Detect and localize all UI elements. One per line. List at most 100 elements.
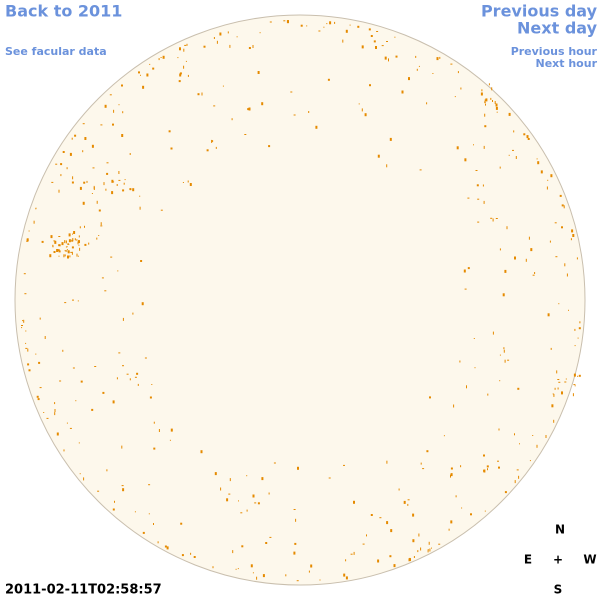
speck bbox=[450, 63, 453, 65]
speck bbox=[139, 195, 141, 197]
speck bbox=[78, 244, 80, 246]
speck bbox=[326, 23, 328, 25]
next-day-link[interactable]: Next day bbox=[517, 19, 598, 38]
speck bbox=[28, 369, 31, 372]
speck bbox=[557, 387, 559, 390]
speck bbox=[323, 26, 325, 28]
speck bbox=[100, 124, 103, 126]
speck bbox=[23, 319, 25, 323]
speck bbox=[540, 170, 543, 174]
speck bbox=[310, 564, 313, 568]
speck bbox=[518, 475, 520, 479]
speck bbox=[67, 255, 69, 259]
speck bbox=[369, 84, 371, 87]
speck bbox=[79, 226, 81, 229]
speck bbox=[554, 222, 557, 224]
speck bbox=[54, 412, 56, 416]
speck bbox=[454, 96, 456, 98]
speck bbox=[484, 101, 486, 104]
speck bbox=[83, 477, 85, 481]
speck bbox=[386, 164, 388, 168]
speck bbox=[261, 477, 264, 481]
speck bbox=[353, 500, 355, 504]
speck bbox=[483, 469, 485, 472]
speck bbox=[187, 180, 189, 183]
speck bbox=[516, 469, 519, 471]
speck bbox=[62, 151, 65, 153]
speck bbox=[76, 253, 78, 257]
speck bbox=[412, 513, 415, 517]
facular-link[interactable]: See facular data bbox=[5, 45, 107, 58]
speck bbox=[160, 209, 163, 211]
speck bbox=[429, 396, 431, 399]
speck bbox=[121, 445, 123, 449]
speck bbox=[148, 484, 151, 486]
speck bbox=[71, 181, 74, 184]
speck bbox=[370, 35, 373, 37]
speck bbox=[416, 68, 418, 71]
speck bbox=[102, 391, 105, 394]
speck bbox=[122, 365, 124, 367]
speck bbox=[94, 366, 97, 367]
speck bbox=[536, 444, 538, 448]
next-hour-link[interactable]: Next hour bbox=[536, 57, 598, 70]
speck bbox=[72, 176, 74, 180]
speck bbox=[460, 87, 462, 90]
speck bbox=[146, 73, 149, 77]
speck bbox=[84, 225, 85, 228]
speck bbox=[69, 255, 71, 258]
speck bbox=[77, 300, 79, 302]
speck bbox=[262, 574, 265, 578]
speck bbox=[450, 520, 453, 524]
previous-day-link[interactable]: Previous day bbox=[481, 2, 598, 21]
speck bbox=[519, 443, 520, 445]
speck bbox=[212, 566, 214, 569]
speck bbox=[244, 134, 247, 135]
previous-hour-link[interactable]: Previous hour bbox=[511, 45, 598, 58]
speck bbox=[72, 238, 74, 241]
speck bbox=[158, 58, 160, 61]
speck bbox=[132, 312, 134, 315]
speck bbox=[345, 29, 348, 33]
speck bbox=[35, 208, 37, 210]
speck bbox=[550, 174, 553, 178]
speck bbox=[106, 172, 109, 175]
speck bbox=[487, 393, 489, 396]
speck bbox=[43, 412, 45, 413]
speck bbox=[63, 254, 65, 258]
speck bbox=[226, 498, 229, 502]
speck bbox=[142, 85, 145, 89]
speck bbox=[98, 209, 101, 212]
speck bbox=[235, 568, 237, 570]
speck bbox=[257, 71, 260, 74]
speck bbox=[460, 465, 462, 468]
speck bbox=[83, 181, 86, 184]
speck bbox=[492, 100, 493, 102]
speck bbox=[219, 32, 222, 36]
speck bbox=[72, 367, 75, 369]
speck bbox=[162, 55, 165, 59]
speck bbox=[532, 435, 534, 436]
speck bbox=[101, 277, 104, 279]
speck bbox=[220, 487, 222, 491]
speck bbox=[138, 71, 140, 74]
speck bbox=[248, 47, 251, 49]
speck bbox=[547, 313, 550, 317]
speck bbox=[393, 564, 396, 568]
speck bbox=[91, 408, 94, 411]
speck bbox=[61, 242, 64, 246]
speck bbox=[117, 270, 119, 272]
speck bbox=[109, 94, 112, 96]
speck bbox=[361, 108, 363, 112]
speck bbox=[456, 146, 459, 150]
speck bbox=[377, 559, 380, 563]
speck bbox=[283, 20, 286, 22]
back-link[interactable]: Back to 2011 bbox=[5, 2, 122, 21]
speck bbox=[412, 539, 415, 543]
speck bbox=[450, 467, 453, 470]
speck bbox=[66, 422, 68, 424]
speck bbox=[144, 357, 147, 359]
speck bbox=[58, 236, 61, 237]
speck bbox=[366, 534, 367, 537]
